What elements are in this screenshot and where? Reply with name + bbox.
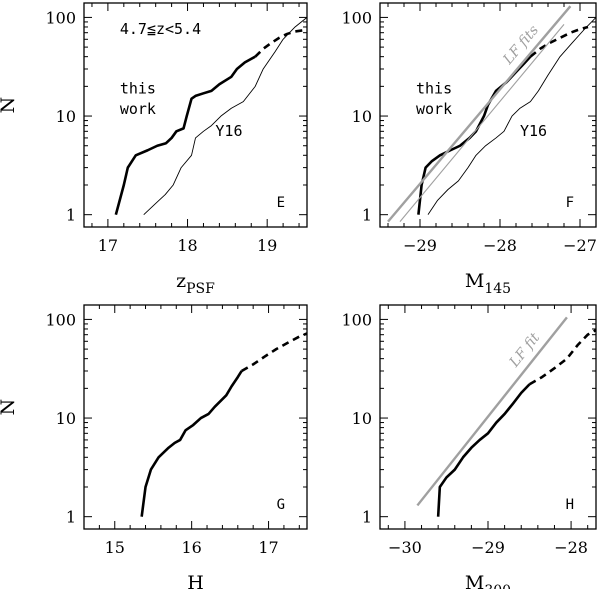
x-tick-label: −28 — [554, 538, 588, 557]
panel-tag: E — [277, 195, 285, 211]
x-axis-label-main: H — [187, 572, 204, 589]
x-tick-label: 16 — [181, 538, 201, 557]
x-axis-label-main: M — [465, 572, 484, 589]
x-axis-label-sub: PSF — [186, 281, 215, 297]
x-tick-label: 17 — [98, 236, 118, 255]
y-tick-label: 1 — [362, 206, 372, 225]
y-tick-label: 100 — [45, 8, 76, 27]
x-tick-label: 19 — [257, 236, 277, 255]
annotation-text: this — [120, 79, 156, 97]
series-line-thin — [143, 17, 307, 216]
x-tick-label: 18 — [177, 236, 197, 255]
series-line-gray — [387, 5, 572, 223]
annotation-text: Y16 — [520, 122, 547, 140]
y-tick-label: 100 — [45, 310, 76, 329]
x-axis-label: M300 — [465, 572, 511, 589]
y-tick-label: 1 — [66, 206, 76, 225]
annotation-text: work — [416, 100, 452, 118]
plot-frame — [83, 304, 308, 530]
y-tick-label: 1 — [66, 508, 76, 527]
panel-tag: H — [566, 497, 574, 513]
panel-tag: F — [566, 195, 574, 211]
x-tick-label: −28 — [483, 236, 517, 255]
series-line-dashed — [254, 28, 307, 58]
y-tick-label: 10 — [56, 409, 76, 428]
panel-e: 17 18 19 1 10 100 NzPSF 4.7≦z<5.4 this work Y16 E — [0, 2, 308, 297]
x-axis-label-sub: 300 — [484, 583, 511, 589]
lf-fit-label: LF fit — [506, 330, 543, 371]
x-tick-label: −30 — [388, 538, 422, 557]
panel-g: 15 16 17 1 10 100 N H G — [0, 304, 308, 589]
y-axis-label: N — [0, 399, 19, 416]
y-tick-label: 10 — [352, 409, 372, 428]
panel-h: −30 −29 −28 1 10 100 M300 LF fit H — [341, 304, 597, 589]
series-line-dashed — [528, 328, 596, 386]
x-tick-label: −29 — [403, 236, 437, 255]
annotation-text: 4.7≦z<5.4 — [120, 20, 201, 38]
series-line-dashed — [529, 25, 589, 58]
series-line-thick — [114, 55, 256, 216]
x-axis-label-sub: 145 — [484, 281, 511, 297]
panel-tag: G — [277, 497, 285, 513]
y-tick-label: 1 — [362, 508, 372, 527]
x-tick-label: −29 — [471, 538, 505, 557]
y-tick-label: 100 — [341, 8, 372, 27]
x-tick-label: 17 — [258, 538, 278, 557]
series-line-thick — [140, 370, 243, 517]
series-line-thick — [436, 383, 531, 517]
annotation-text: work — [120, 100, 156, 118]
series-line-gray — [416, 316, 568, 507]
annotation-text: this — [416, 79, 452, 97]
x-tick-label: −27 — [563, 236, 597, 255]
x-axis-label-main: M — [465, 270, 484, 292]
plot-frame — [379, 2, 597, 228]
x-tick-label: 15 — [105, 538, 125, 557]
plot-frame — [83, 2, 308, 228]
y-tick-label: 100 — [341, 310, 372, 329]
x-axis-label-main: z — [176, 270, 186, 292]
y-tick-label: 10 — [56, 107, 76, 126]
series-line-thin — [427, 17, 596, 215]
x-axis-label: H — [187, 572, 204, 589]
series-line-gray-thin — [399, 24, 565, 222]
y-axis-label: N — [0, 97, 19, 114]
series-line-dashed — [240, 332, 307, 373]
annotation-text: Y16 — [215, 122, 242, 140]
x-axis-label: zPSF — [176, 270, 215, 297]
y-tick-label: 10 — [352, 107, 372, 126]
x-axis-label: M145 — [465, 270, 511, 297]
